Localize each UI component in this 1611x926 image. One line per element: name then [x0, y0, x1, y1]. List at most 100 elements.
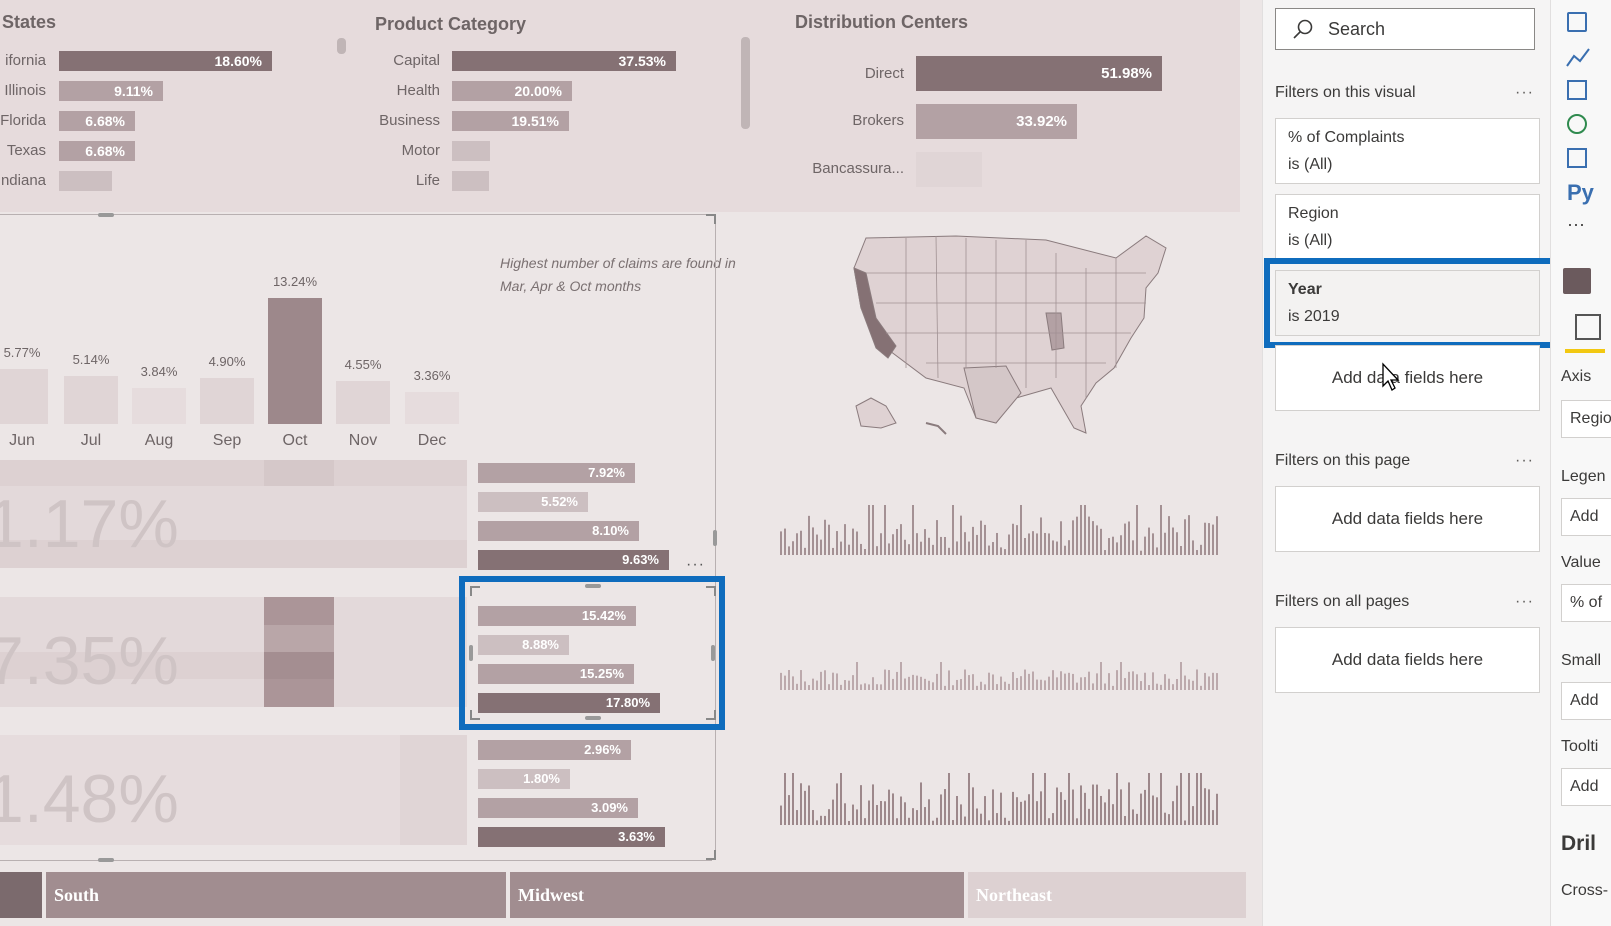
more-options-icon[interactable]: ···: [1515, 452, 1534, 469]
region-bar[interactable]: 15.25%: [478, 664, 634, 684]
table-icon[interactable]: [1567, 148, 1587, 168]
category-bar[interactable]: 20.00%: [452, 81, 572, 101]
sparkline-bar: [1028, 794, 1030, 825]
category-bar[interactable]: [452, 171, 489, 191]
more-options-icon[interactable]: ···: [1515, 84, 1534, 101]
corner-handle[interactable]: [706, 850, 716, 860]
state-bar[interactable]: 6.68%: [59, 111, 135, 131]
category-bar[interactable]: 19.51%: [452, 111, 569, 131]
category-scrollbar[interactable]: [741, 37, 750, 129]
fields-tab-icon[interactable]: [1575, 314, 1601, 340]
region-tile[interactable]: Northeast: [968, 872, 1246, 918]
region-bar[interactable]: 8.88%: [478, 635, 569, 655]
dc-bar[interactable]: 33.92%: [916, 104, 1077, 139]
resize-handle[interactable]: [98, 858, 114, 862]
month-column[interactable]: [336, 381, 390, 424]
region-bar[interactable]: 9.63%: [478, 550, 669, 570]
add-data-fields-visual[interactable]: Add data fields here: [1275, 345, 1540, 411]
state-bar[interactable]: [59, 171, 112, 191]
region-bar[interactable]: 17.80%: [478, 693, 660, 713]
sparkline-bar: [940, 662, 942, 690]
sparkline-bar: [968, 675, 970, 690]
sparkline-bar: [968, 541, 970, 555]
corner-handle[interactable]: [706, 586, 716, 596]
visual-border: [0, 860, 712, 861]
corner-handle[interactable]: [470, 586, 480, 596]
month-column[interactable]: [132, 388, 186, 424]
corner-handle[interactable]: [470, 710, 480, 720]
ribbon-chart-icon[interactable]: [1567, 80, 1587, 100]
sparkline-bar: [1104, 802, 1106, 825]
resize-handle[interactable]: [98, 213, 114, 217]
sparkline-bar: [1140, 793, 1142, 825]
dc-bar[interactable]: [916, 152, 982, 187]
sparkline-bar: [832, 672, 834, 690]
corner-handle[interactable]: [706, 214, 716, 224]
region-tile[interactable]: Midwest: [510, 872, 964, 918]
region-bar[interactable]: 2.96%: [478, 740, 631, 760]
search-box[interactable]: Search: [1275, 8, 1535, 50]
month-column[interactable]: [405, 392, 459, 424]
sparkline-bar: [944, 685, 946, 690]
annotation-line: Mar, Apr & Oct months: [500, 278, 642, 294]
state-label: Florida: [0, 112, 46, 129]
sparkline-bar: [812, 678, 814, 690]
resize-handle[interactable]: [469, 645, 473, 661]
filter-card[interactable]: % of Complaints is (All): [1275, 118, 1540, 184]
month-column[interactable]: [200, 378, 254, 424]
stacked-bar-chart-icon[interactable]: [1567, 12, 1587, 32]
region-tile[interactable]: South: [46, 872, 506, 918]
legend-well[interactable]: Add: [1561, 498, 1611, 536]
sparkline-bar: [896, 528, 898, 555]
corner-handle[interactable]: [706, 710, 716, 720]
more-visuals-icon[interactable]: ···: [1567, 214, 1585, 234]
region-tile[interactable]: [0, 872, 42, 918]
filter-card[interactable]: Region is (All): [1275, 194, 1540, 260]
small-multiples-well[interactable]: Add: [1561, 682, 1611, 720]
category-bar[interactable]: 37.53%: [452, 51, 676, 71]
region-bar[interactable]: 3.63%: [478, 827, 665, 847]
sparkline-bar: [1024, 800, 1026, 825]
us-map[interactable]: [846, 228, 1206, 448]
region-bar[interactable]: 1.80%: [478, 769, 570, 789]
custom-visual-icon[interactable]: [1563, 268, 1591, 294]
region-bar[interactable]: 7.92%: [478, 463, 635, 483]
globe-icon[interactable]: [1567, 114, 1587, 134]
category-bar[interactable]: [452, 141, 490, 161]
resize-handle[interactable]: [585, 716, 601, 720]
tooltips-well[interactable]: Add: [1561, 768, 1611, 806]
month-column[interactable]: [268, 298, 322, 424]
region-bar[interactable]: 5.52%: [478, 492, 588, 512]
python-visual-icon[interactable]: Py: [1567, 180, 1594, 205]
region-bar[interactable]: 8.10%: [478, 521, 639, 541]
resize-handle[interactable]: [713, 530, 717, 546]
values-well[interactable]: % of: [1561, 584, 1611, 622]
more-options-icon[interactable]: ···: [686, 556, 705, 573]
sparkline-bar: [944, 789, 946, 825]
filters-pane: Search Filters on this visual ··· % of C…: [1262, 0, 1558, 926]
sparkline-bar: [916, 675, 918, 690]
axis-well[interactable]: Regio: [1561, 400, 1611, 438]
dc-bar[interactable]: 51.98%: [916, 56, 1162, 91]
line-chart-icon[interactable]: [1566, 46, 1590, 68]
filter-card[interactable]: Year is 2019: [1275, 270, 1540, 336]
add-data-fields-all-pages[interactable]: Add data fields here: [1275, 627, 1540, 693]
section-title: Filters on this visual: [1275, 84, 1416, 101]
month-column[interactable]: [64, 376, 118, 424]
sparkline-bar: [996, 684, 998, 690]
more-options-icon[interactable]: ···: [1515, 593, 1534, 610]
resize-handle[interactable]: [711, 645, 715, 661]
sparkline-chart: [780, 505, 1218, 555]
month-column[interactable]: [0, 369, 48, 424]
resize-handle[interactable]: [585, 584, 601, 588]
state-bar[interactable]: 9.11%: [59, 81, 163, 101]
sparkline-bar: [988, 545, 990, 555]
region-bar[interactable]: 3.09%: [478, 798, 638, 818]
sparkline-bar: [1204, 672, 1206, 690]
region-bar[interactable]: 15.42%: [478, 606, 636, 626]
states-scrollbar[interactable]: [337, 38, 346, 54]
add-data-fields-page[interactable]: Add data fields here: [1275, 486, 1540, 552]
state-bar[interactable]: 6.68%: [59, 141, 135, 161]
sparkline-bar: [836, 673, 838, 690]
state-bar[interactable]: 18.60%: [59, 51, 272, 71]
